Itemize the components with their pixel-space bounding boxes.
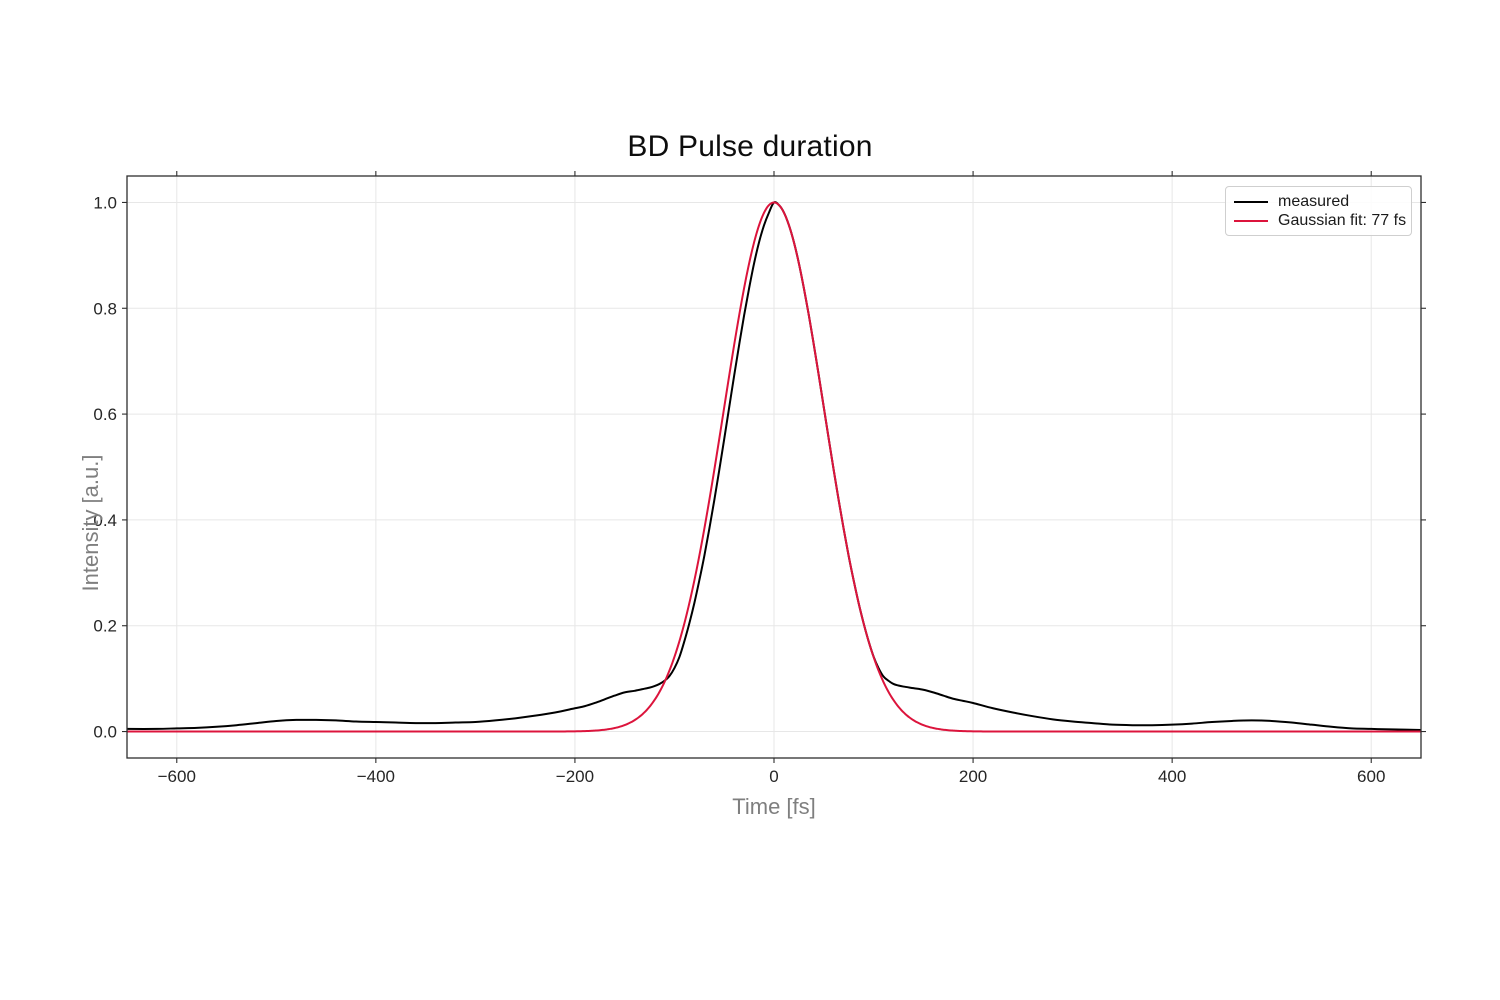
x-tick-label: −600 xyxy=(158,767,196,786)
gaussian-fit-curve xyxy=(127,201,1421,733)
legend-line-sample-measured xyxy=(1234,200,1268,203)
y-tick-label: 0.0 xyxy=(93,723,117,742)
x-tick-label: 200 xyxy=(959,767,987,786)
x-tick-label: −200 xyxy=(556,767,594,786)
legend-entry-measured: measured xyxy=(1234,192,1403,211)
y-tick-label: 0.6 xyxy=(93,405,117,424)
y-tick-label: 0.8 xyxy=(93,299,117,318)
legend-entry-gaussian-fit: Gaussian fit: 77 fs xyxy=(1234,211,1407,230)
x-tick-label: 600 xyxy=(1357,767,1385,786)
x-axis-label: Time [fs] xyxy=(732,794,816,819)
legend-line-sample-gaussian-fit xyxy=(1234,219,1268,222)
legend: measured Gaussian fit: 77 fs xyxy=(1225,186,1412,236)
x-tick-label: 0 xyxy=(769,767,778,786)
chart-title: BD Pulse duration xyxy=(627,130,873,163)
x-tick-label: 400 xyxy=(1158,767,1186,786)
legend-label-gaussian-fit: Gaussian fit: 77 fs xyxy=(1278,211,1407,229)
y-tick-label: 0.2 xyxy=(93,617,117,636)
legend-label-measured: measured xyxy=(1278,192,1350,210)
y-tick-label: 0.4 xyxy=(93,511,117,530)
y-axis-label: Intensity [a.u.] xyxy=(78,454,103,592)
x-tick-label: −400 xyxy=(357,767,395,786)
y-tick-label: 1.0 xyxy=(93,193,117,212)
